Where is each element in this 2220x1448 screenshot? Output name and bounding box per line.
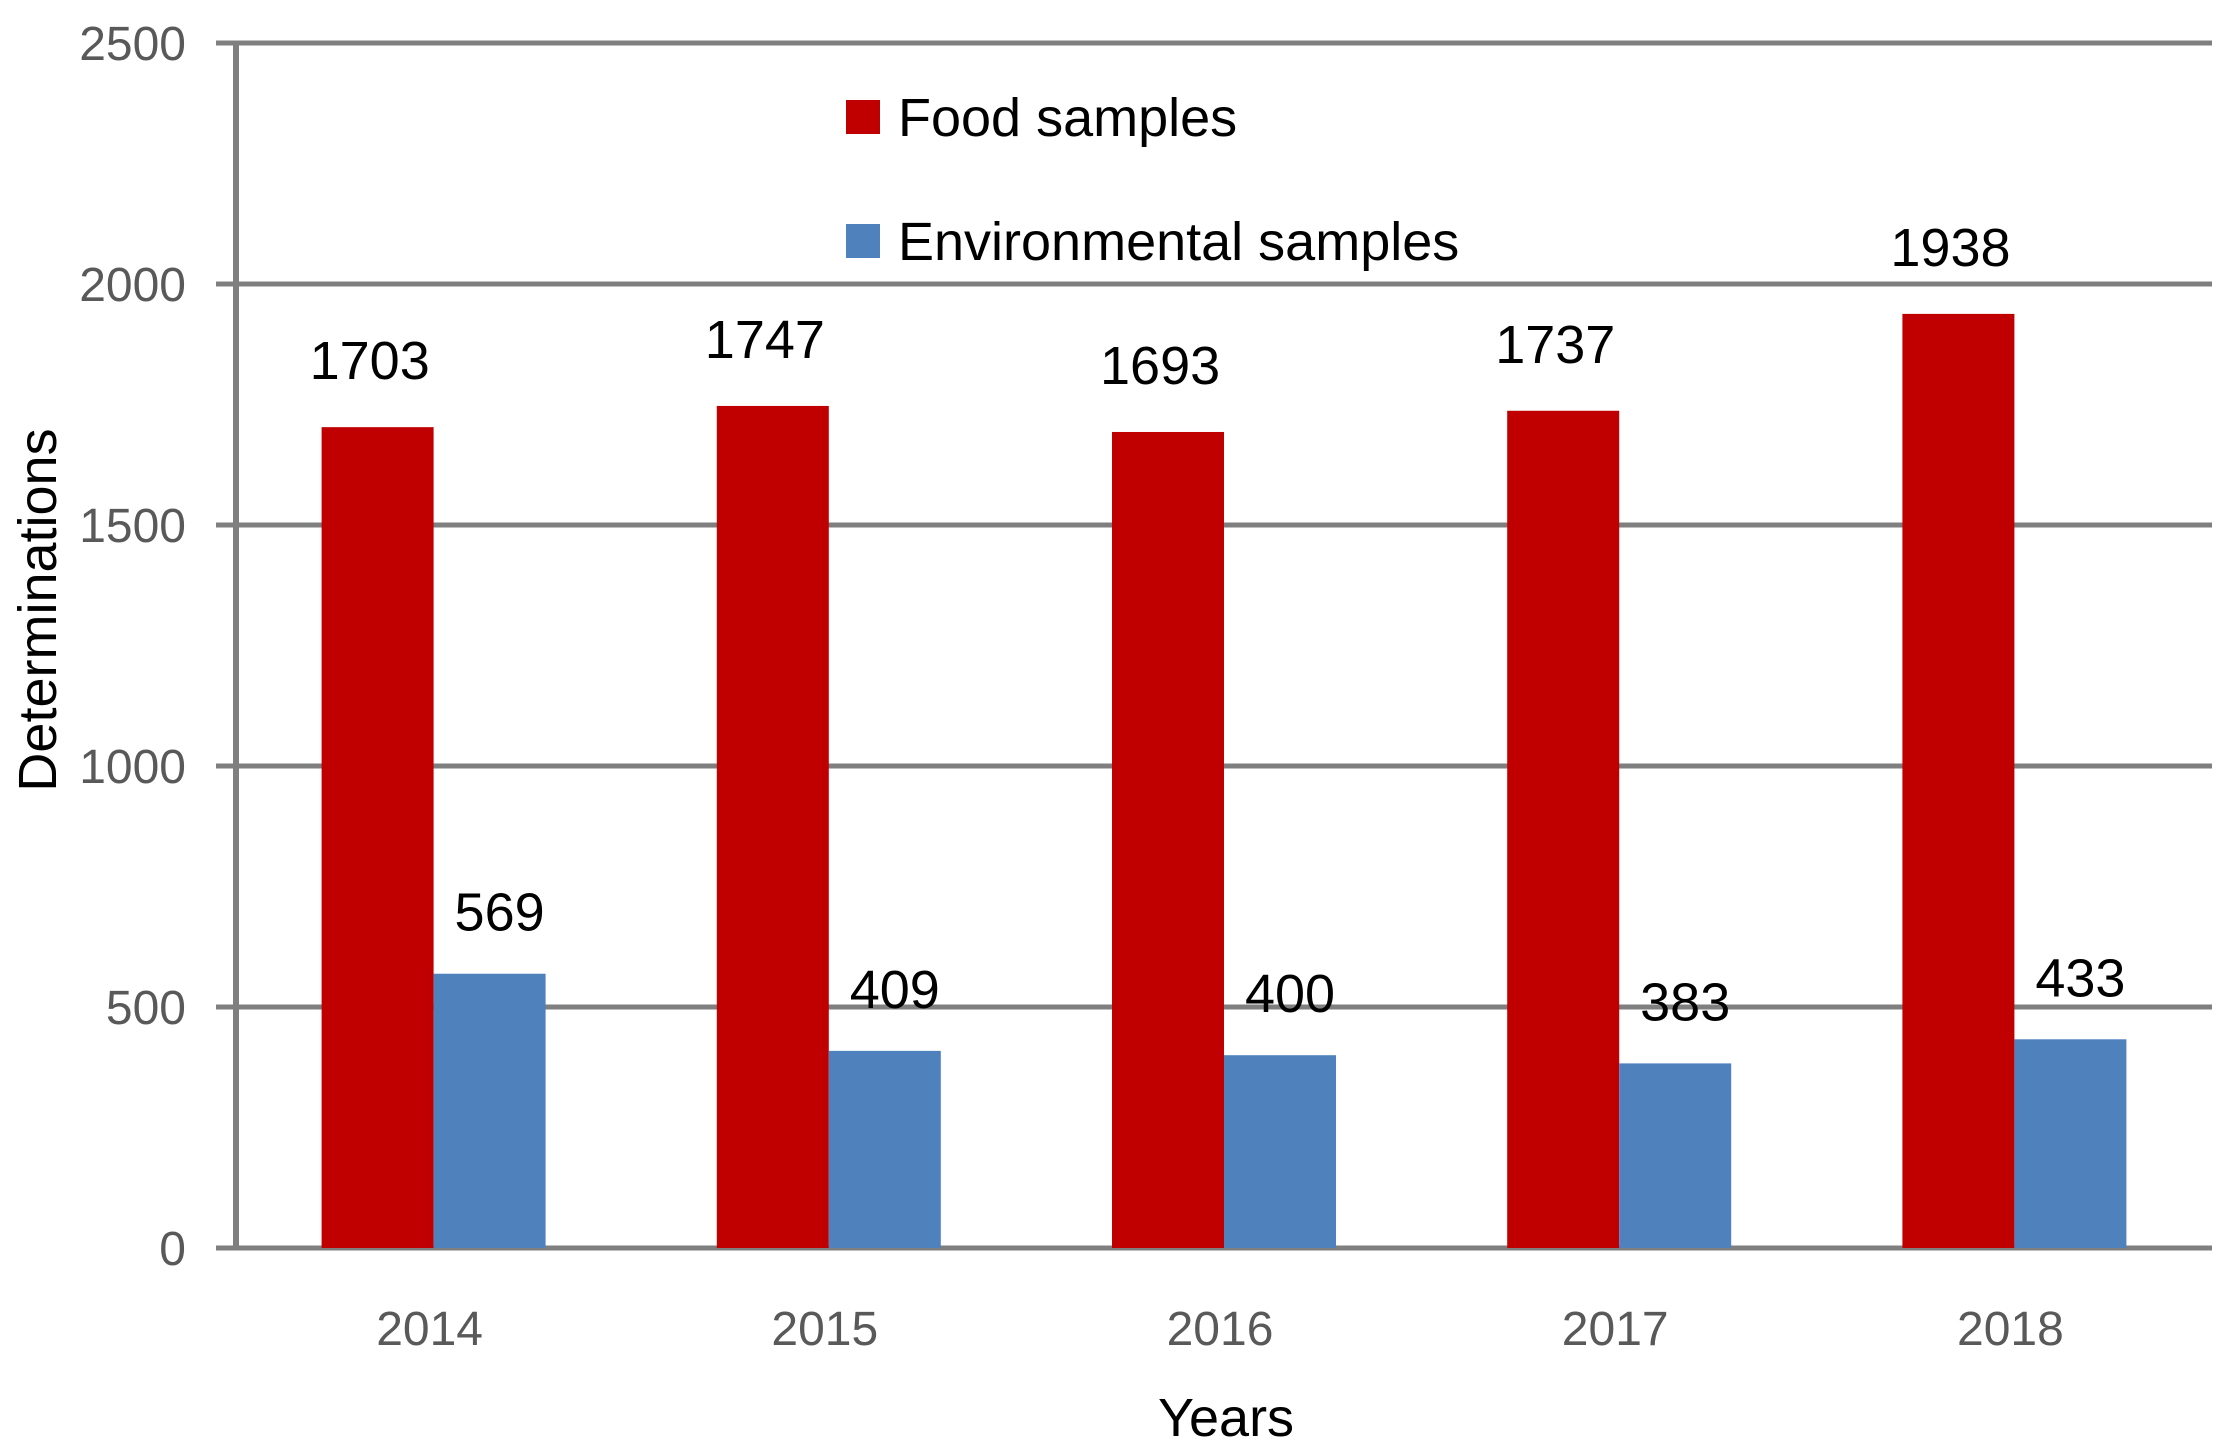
bar-food-samples-2017 <box>1507 410 1620 1248</box>
bar-environmental-samples-2018 <box>2014 1039 2127 1248</box>
y-tick-label: 1000 <box>79 741 186 794</box>
y-tick-label: 1500 <box>79 500 186 553</box>
data-labels: 1703 569 1747 409 1693 400 1737 383 1938 433 <box>310 218 2126 1033</box>
x-tick-label-2016: 2016 <box>1167 1303 1274 1356</box>
x-tick-label-2015: 2015 <box>771 1303 878 1356</box>
bar-food-samples-2014 <box>321 427 434 1248</box>
data-label-food-samples-2015: 1747 <box>705 310 825 370</box>
bar-food-samples-2015 <box>716 405 829 1248</box>
data-label-food-samples-2014: 1703 <box>310 331 430 391</box>
data-label-environmental-samples-2018: 433 <box>2035 948 2125 1008</box>
legend-label-food-samples: Food samples <box>898 88 1237 148</box>
bar-environmental-samples-2014 <box>433 973 546 1248</box>
legend-swatch-environmental-samples <box>846 224 880 258</box>
bars <box>321 313 2127 1248</box>
x-tick-label-2018: 2018 <box>1957 1303 2064 1356</box>
y-tick-label: 2500 <box>79 18 186 71</box>
x-axis-ticks: 2014 2015 2016 2017 2018 <box>376 1303 2064 1356</box>
legend-label-environmental-samples: Environmental samples <box>898 212 1459 272</box>
data-label-food-samples-2018: 1938 <box>1890 218 2010 278</box>
data-label-environmental-samples-2014: 569 <box>455 883 545 943</box>
legend-swatch-food-samples <box>846 100 880 134</box>
x-tick-label-2017: 2017 <box>1562 1303 1669 1356</box>
data-label-environmental-samples-2015: 409 <box>850 960 940 1020</box>
data-label-food-samples-2016: 1693 <box>1100 336 1220 396</box>
data-label-food-samples-2017: 1737 <box>1495 315 1615 375</box>
bar-environmental-samples-2015 <box>828 1050 941 1248</box>
y-axis-title: Determinations <box>8 428 68 791</box>
bar-environmental-samples-2016 <box>1224 1055 1336 1248</box>
bar-food-samples-2018 <box>1902 313 2015 1248</box>
bar-environmental-samples-2017 <box>1619 1063 1732 1248</box>
x-axis-title: Years <box>1158 1388 1294 1448</box>
data-label-environmental-samples-2017: 383 <box>1640 972 1730 1032</box>
data-label-environmental-samples-2016: 400 <box>1245 964 1335 1024</box>
x-tick-label-2014: 2014 <box>376 1303 483 1356</box>
y-axis-ticks: 0 500 1000 1500 2000 2500 <box>79 18 186 1276</box>
y-tick-label: 500 <box>106 982 186 1035</box>
y-tick-label: 2000 <box>79 259 186 312</box>
legend: Food samples Environmental samples <box>846 88 1459 272</box>
bar-food-samples-2016 <box>1112 431 1224 1248</box>
y-tick-label: 0 <box>159 1223 186 1276</box>
